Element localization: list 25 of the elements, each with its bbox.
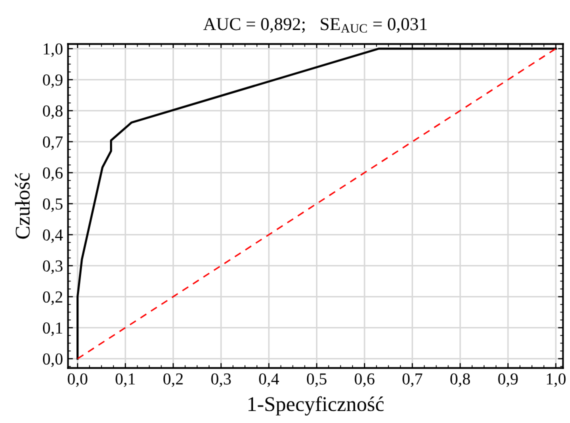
x-tick-label: 0,4 xyxy=(259,373,280,387)
x-tick-label: 0,1 xyxy=(116,373,135,387)
chart-title: AUC = 0,892; SE$_{AUC}$ = 0,031 xyxy=(203,18,427,33)
y-tick-label: 0,8 xyxy=(42,105,63,120)
x-tick-label: 0,6 xyxy=(354,373,374,387)
x-tick-label: 1,0 xyxy=(546,373,566,387)
x-tick-label: 0,3 xyxy=(211,373,231,387)
y-tick-label: 0,2 xyxy=(42,291,62,306)
x-tick-label: 0,9 xyxy=(498,373,518,387)
x-axis-title: 1-Specyficzność xyxy=(248,396,384,416)
y-tick-label: 0,5 xyxy=(42,198,62,212)
y-tick-label: 0,9 xyxy=(42,74,62,88)
y-tick-label: 0,1 xyxy=(42,322,62,336)
x-tick-label: 0,7 xyxy=(402,373,422,387)
y-tick-label: 0,4 xyxy=(42,229,63,244)
y-tick-label: 0,7 xyxy=(42,136,63,150)
y-axis-title: Czułość xyxy=(15,173,30,239)
y-tick-label: 0,0 xyxy=(42,353,63,368)
y-tick-label: 0,6 xyxy=(42,167,63,182)
x-tick-label: 0,5 xyxy=(306,373,326,387)
y-tick-label: 0,3 xyxy=(42,260,62,274)
x-tick-label: 0,0 xyxy=(68,373,88,387)
y-tick-label: 1,0 xyxy=(44,43,63,57)
x-tick-label: 0,2 xyxy=(163,373,183,387)
x-tick-label: 0,8 xyxy=(450,373,470,387)
